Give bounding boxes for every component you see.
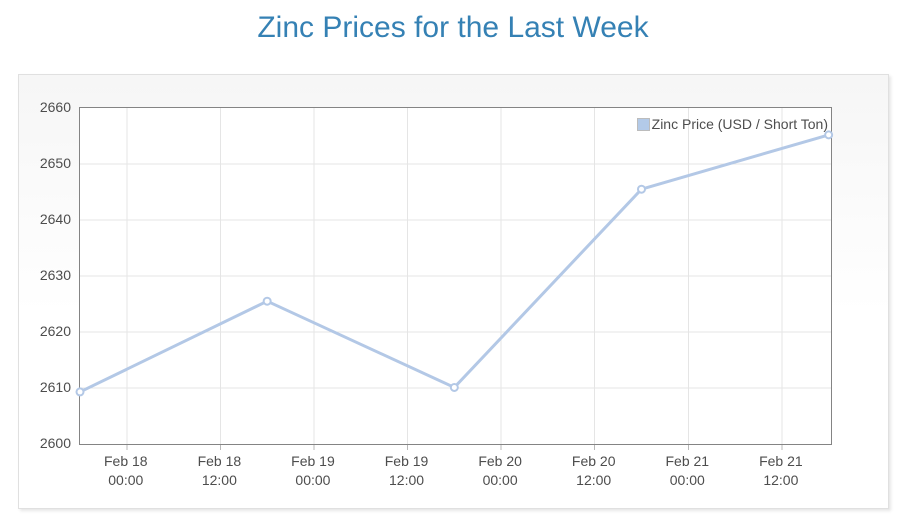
x-axis-tick-label: Feb 20 00:00 <box>455 452 545 490</box>
x-axis-tick-label-time: 00:00 <box>669 472 705 488</box>
x-axis-tick-label: Feb 19 00:00 <box>268 452 358 490</box>
x-axis-tick-label-date: Feb 19 <box>384 453 429 469</box>
legend-label: Zinc Price (USD / Short Ton) <box>651 116 828 132</box>
y-axis-tick-label: 2610 <box>39 379 71 395</box>
x-axis-tick-label-time: 12:00 <box>389 472 425 488</box>
x-axis-tick-label-date: Feb 20 <box>571 453 616 469</box>
legend-swatch-icon <box>636 117 650 131</box>
x-axis-tick-label-date: Feb 21 <box>665 453 710 469</box>
data-point-marker[interactable] <box>824 130 834 140</box>
x-axis-tick-label-date: Feb 21 <box>759 453 803 469</box>
y-axis-tick-label: 2650 <box>39 155 71 171</box>
data-point-marker[interactable] <box>75 387 85 397</box>
chart-title: Zinc Prices for the Last Week <box>257 11 649 44</box>
x-axis-tick-label: Feb 18 00:00 <box>81 452 171 490</box>
plot-canvas <box>75 108 834 450</box>
x-axis-tick-label-time: 00:00 <box>482 472 518 488</box>
x-axis-tick-label: Feb 18 12:00 <box>174 452 264 490</box>
x-axis-tick-label-date: Feb 18 <box>103 453 148 469</box>
x-axis-tick-label-time: 12:00 <box>201 472 237 488</box>
series-line <box>79 133 830 394</box>
plot-area: Zinc Price (USD / Short Ton) <box>75 107 834 450</box>
x-axis-tick-label-time: 12:00 <box>763 472 799 488</box>
y-axis-tick-label: 2620 <box>39 323 71 339</box>
x-axis-tick-label: Feb 19 12:00 <box>362 452 452 490</box>
legend: Zinc Price (USD / Short Ton) <box>636 116 828 132</box>
y-axis-tick-label: 2600 <box>39 435 71 451</box>
legend-item-zinc-price[interactable]: Zinc Price (USD / Short Ton) <box>636 116 828 132</box>
y-axis-tick-label: 2660 <box>39 99 71 115</box>
x-axis-tick-label-time: 00:00 <box>295 472 331 488</box>
x-axis-tick-label-time: 00:00 <box>108 472 144 488</box>
x-axis-tick-label-date: Feb 18 <box>197 453 242 469</box>
data-point-marker[interactable] <box>262 296 272 306</box>
x-axis-tick-label-date: Feb 19 <box>291 453 335 469</box>
chart-panel: Zinc Price (USD / Short Ton) 2660 2650 264… <box>18 74 889 509</box>
data-point-marker[interactable] <box>449 382 459 392</box>
x-axis-tick-label: Feb 21 12:00 <box>736 452 826 490</box>
y-axis-tick-label: 2630 <box>39 267 71 283</box>
x-axis-tick-label: Feb 20 12:00 <box>549 452 639 490</box>
x-axis-tick-label: Feb 21 00:00 <box>642 452 732 490</box>
data-point-marker[interactable] <box>636 184 646 194</box>
y-axis-tick-label: 2640 <box>39 211 71 227</box>
x-axis-tick-label-date: Feb 20 <box>478 453 522 469</box>
x-axis-tick-label-time: 12:00 <box>576 472 612 488</box>
